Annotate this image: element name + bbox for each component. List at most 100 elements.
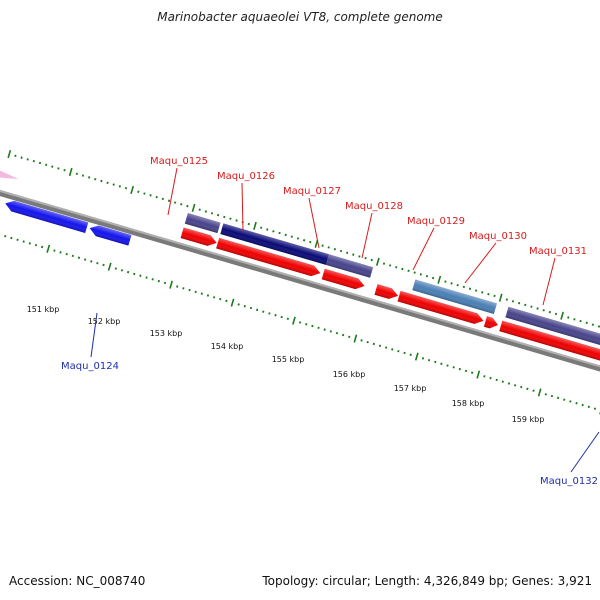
outer-track-minor-tick [229,217,232,220]
outer-track-minor-tick [198,208,201,211]
outer-track-minor-tick [87,176,91,179]
scale-label: 153 kbp [150,329,183,338]
outer-track-minor-tick [468,287,472,290]
inner-track-minor-tick [16,238,19,242]
inner-track-minor-tick [53,249,56,252]
inner-track-minor-tick [83,258,87,261]
outer-track-minor-tick [524,303,527,307]
inner-track-minor-tick [329,330,332,333]
scale-label: 157 kbp [394,384,427,393]
inner-track-minor-tick [298,321,302,324]
outer-track-minor-tick [450,282,453,285]
outer-track-minor-tick [573,318,576,321]
inner-track-minor-tick [440,362,443,365]
outer-track-major-tick [191,203,196,212]
inner-track-minor-tick [446,364,449,367]
map-title: Marinobacter aquaeolei VT8, complete gen… [157,10,443,24]
inner-track-minor-tick [520,385,523,389]
outer-track-minor-tick [444,280,447,283]
label-maqu-0124[interactable]: Maqu_0124 [61,361,119,372]
inner-tick-track [0,233,600,415]
gene-labels: Maqu_0125 Maqu_0126 Maqu_0127 Maqu_0128 … [61,156,598,487]
outer-track-minor-tick [259,226,263,229]
outer-track-minor-tick [44,163,48,167]
inner-track-minor-tick [341,333,345,337]
outer-track-minor-tick [14,154,17,158]
outer-track-minor-tick [419,273,422,276]
inner-track-minor-tick [59,251,62,254]
inner-track-minor-tick [225,299,228,303]
outer-track-minor-tick [425,274,429,278]
inner-track-minor-tick [262,310,265,313]
inner-track-major-tick [414,352,419,361]
inner-track-minor-tick [421,357,425,360]
genome-summary: Topology: circular; Length: 4,326,849 bp… [262,574,592,588]
inner-track-minor-tick [452,366,455,369]
feature-pink[interactable] [0,170,19,183]
label-maqu-0125[interactable]: Maqu_0125 [150,156,208,167]
inner-track-minor-tick [372,342,375,346]
inner-track-minor-tick [593,407,597,410]
outer-track-minor-tick [173,201,177,204]
label-maqu-0127[interactable]: Maqu_0127 [283,186,341,197]
inner-track-minor-tick [526,387,529,391]
inner-track-minor-tick [194,290,197,294]
outer-track-minor-tick [407,269,410,273]
outer-track-minor-tick [364,257,367,260]
label-maqu-0132[interactable]: Maqu_0132 [540,476,598,487]
accession-text: Accession: NC_008740 [9,574,146,588]
label-maqu-0129[interactable]: Maqu_0129 [407,216,465,227]
outer-track-minor-tick [321,244,324,247]
inner-track-minor-tick [335,331,339,335]
gene-features [0,170,600,377]
label-maqu-0131[interactable]: Maqu_0131 [529,246,587,257]
inner-track-minor-tick [71,254,74,258]
outer-track-minor-tick [358,255,361,258]
outer-track-minor-tick [462,285,465,289]
label-maqu-0130[interactable]: Maqu_0130 [469,231,527,242]
outer-track-major-tick [375,257,380,266]
outer-track-minor-tick [167,199,171,202]
inner-track-minor-tick [40,245,44,249]
inner-track-minor-tick [311,324,314,328]
outer-track-minor-tick [155,195,158,199]
scale-label: 154 kbp [211,342,244,351]
inner-track-minor-tick [556,396,560,400]
gene-maqu-0124-parts[interactable] [4,199,132,246]
inner-track-minor-tick [563,398,566,401]
outer-track-minor-tick [161,197,164,201]
label-maqu-0128[interactable]: Maqu_0128 [345,201,403,212]
inner-track-minor-tick [133,272,136,276]
outer-track-minor-tick [247,222,250,226]
inner-track-major-tick [107,262,112,271]
inner-track-minor-tick [163,281,167,285]
outer-track-minor-tick [290,235,293,238]
outer-track-minor-tick [505,298,508,301]
outer-track-minor-tick [333,248,336,251]
outer-track-minor-tick [186,204,189,208]
inner-track-major-tick [476,370,481,379]
inner-track-minor-tick [360,339,363,342]
inner-track-minor-tick [581,403,584,407]
inner-track-minor-tick [544,393,547,396]
inner-track-minor-tick [274,314,277,317]
inner-track-major-tick [46,244,51,253]
inner-track-minor-tick [176,285,179,288]
inner-track-minor-tick [409,353,412,356]
outer-track-minor-tick [26,158,29,161]
label-leaders [90,167,600,473]
outer-track-minor-tick [339,249,343,253]
outer-track-minor-tick [296,237,300,240]
outer-track-major-tick [7,149,12,159]
outer-track-minor-tick [352,253,355,256]
label-maqu-0126[interactable]: Maqu_0126 [217,171,275,182]
outer-track-minor-tick [567,316,570,319]
outer-track-minor-tick [431,276,435,280]
outer-track-minor-tick [474,289,478,292]
outer-track-minor-tick [216,213,220,217]
outer-track-minor-tick [345,251,349,255]
inner-track-minor-tick [403,351,406,355]
outer-track-minor-tick [597,325,600,328]
outer-track-minor-tick [585,321,588,325]
inner-track-minor-tick [4,234,7,238]
